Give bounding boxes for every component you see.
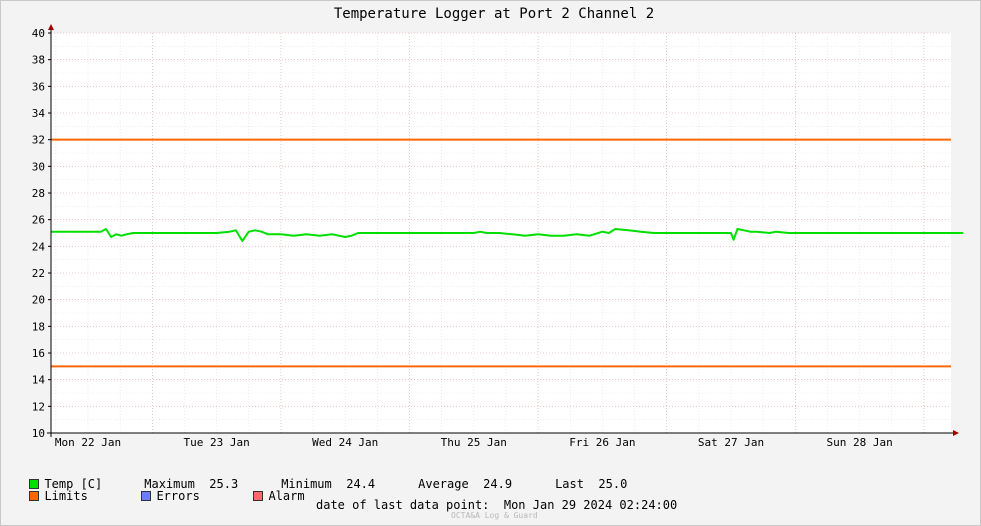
legend-minimum: Minimum 24.4 bbox=[281, 477, 375, 491]
chart-title: Temperature Logger at Port 2 Channel 2 bbox=[334, 6, 654, 22]
legend-limits-label: Limits bbox=[44, 489, 88, 503]
y-tick-label: 32 bbox=[32, 134, 45, 147]
y-tick-label: 18 bbox=[32, 320, 45, 333]
y-axis-ticks: 10 12 14 16 18 20 22 24 26 28 30 32 34 36 38 40 bbox=[32, 27, 51, 440]
y-tick-label: 36 bbox=[32, 80, 45, 93]
y-tick-label: 34 bbox=[32, 107, 46, 120]
minimum-label: Minimum bbox=[281, 477, 332, 491]
x-axis-arrow bbox=[953, 430, 959, 436]
x-axis-ticks: Mon 22 Jan Tue 23 Jan Wed 24 Jan Thu 25 Jan… bbox=[55, 436, 893, 449]
maximum-value: 25.3 bbox=[209, 477, 239, 491]
x-tick-label: Thu 25 Jan bbox=[441, 436, 507, 449]
legend-maximum: Maximum 25.3 bbox=[144, 477, 238, 491]
y-tick-label: 12 bbox=[32, 400, 45, 413]
y-tick-label: 16 bbox=[32, 347, 45, 360]
legend-temp-label: Temp [C] bbox=[44, 477, 103, 491]
minimum-value: 24.4 bbox=[346, 477, 376, 491]
y-tick-label: 24 bbox=[32, 240, 46, 253]
last-value: 25.0 bbox=[598, 477, 628, 491]
limits-swatch bbox=[29, 491, 40, 501]
watermark: OCTA&A Log & Guard bbox=[451, 511, 538, 520]
limit-lines bbox=[51, 138, 951, 368]
alarm-swatch bbox=[253, 491, 264, 501]
legend-last: Last 25.0 bbox=[555, 477, 627, 491]
temp-swatch bbox=[29, 479, 40, 489]
axes bbox=[47, 24, 959, 437]
x-tick-label: Mon 22 Jan bbox=[55, 436, 121, 449]
y-tick-label: 38 bbox=[32, 54, 45, 67]
legend-average: Average 24.9 bbox=[418, 477, 512, 491]
temp-series-line bbox=[51, 228, 964, 242]
y-tick-label: 30 bbox=[32, 160, 45, 173]
y-tick-label: 22 bbox=[32, 267, 45, 280]
x-tick-label: Fri 26 Jan bbox=[569, 436, 635, 449]
x-tick-label: Sat 27 Jan bbox=[698, 436, 764, 449]
y-tick-label: 26 bbox=[32, 214, 45, 227]
y-axis-arrow bbox=[48, 24, 54, 30]
x-tick-label: Wed 24 Jan bbox=[312, 436, 378, 449]
y-tick-label: 28 bbox=[32, 187, 45, 200]
y-tick-label: 20 bbox=[32, 294, 45, 307]
errors-swatch bbox=[141, 491, 152, 501]
legend-row-2: Limits Errors Alarm bbox=[15, 475, 305, 503]
y-tick-label: 10 bbox=[32, 427, 45, 440]
maximum-label: Maximum bbox=[144, 477, 195, 491]
last-data-point: date of last data point: Mon Jan 29 2024… bbox=[316, 498, 678, 512]
temperature-series bbox=[51, 228, 964, 242]
legend-alarm-label: Alarm bbox=[268, 489, 305, 503]
x-tick-label: Tue 23 Jan bbox=[183, 436, 249, 449]
legend-row-1: Temp [C] Maximum 25.3 Minimum 24.4 Average … bbox=[15, 463, 627, 491]
average-value: 24.9 bbox=[483, 477, 513, 491]
legend-limits: Limits bbox=[29, 489, 141, 503]
legend-errors-label: Errors bbox=[156, 489, 200, 503]
x-tick-label: Sun 28 Jan bbox=[826, 436, 892, 449]
legend-alarm: Alarm bbox=[253, 489, 305, 503]
average-label: Average bbox=[418, 477, 469, 491]
last-label: Last bbox=[555, 477, 584, 491]
legend-errors: Errors bbox=[141, 489, 253, 503]
y-tick-label: 40 bbox=[32, 27, 45, 40]
legend-temp: Temp [C] bbox=[29, 477, 102, 491]
y-tick-label: 14 bbox=[32, 374, 46, 387]
